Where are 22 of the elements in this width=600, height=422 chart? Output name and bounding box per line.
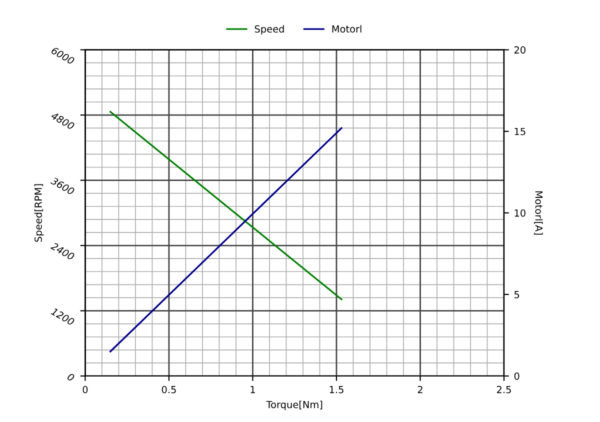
x-tick-label: 0 xyxy=(82,386,88,394)
y-tick-label: 0 xyxy=(66,372,75,382)
y-tick-label: 1200 xyxy=(50,307,75,326)
x-tick-label: 0.5 xyxy=(162,386,176,394)
x-axis-title: Torque[Nm] xyxy=(266,400,322,410)
y2-tick-label: 0 xyxy=(514,372,520,380)
y2-tick-label: 5 xyxy=(514,291,520,298)
y2-tick-label: 20 xyxy=(514,46,526,54)
x-tick-label: 2 xyxy=(418,386,422,394)
y-tick-label: 3600 xyxy=(50,176,75,196)
y2-tick-label: 10 xyxy=(514,209,526,217)
y-tick-label: 4800 xyxy=(50,112,75,130)
x-tick-label: 2.5 xyxy=(496,386,511,394)
y-tick-label: 2400 xyxy=(50,242,75,260)
y-tick-label: 6000 xyxy=(50,46,75,65)
y-axis-title: Speed[RPM] xyxy=(34,184,44,242)
x-tick-label: 1.5 xyxy=(330,386,344,394)
y2-tick-label: 15 xyxy=(514,128,526,136)
legend-label: Speed xyxy=(254,25,284,35)
legend-label: Motorl xyxy=(332,25,362,33)
x-tick-label: 1 xyxy=(250,386,255,394)
y2-axis-title: Motorl[A] xyxy=(534,191,543,235)
